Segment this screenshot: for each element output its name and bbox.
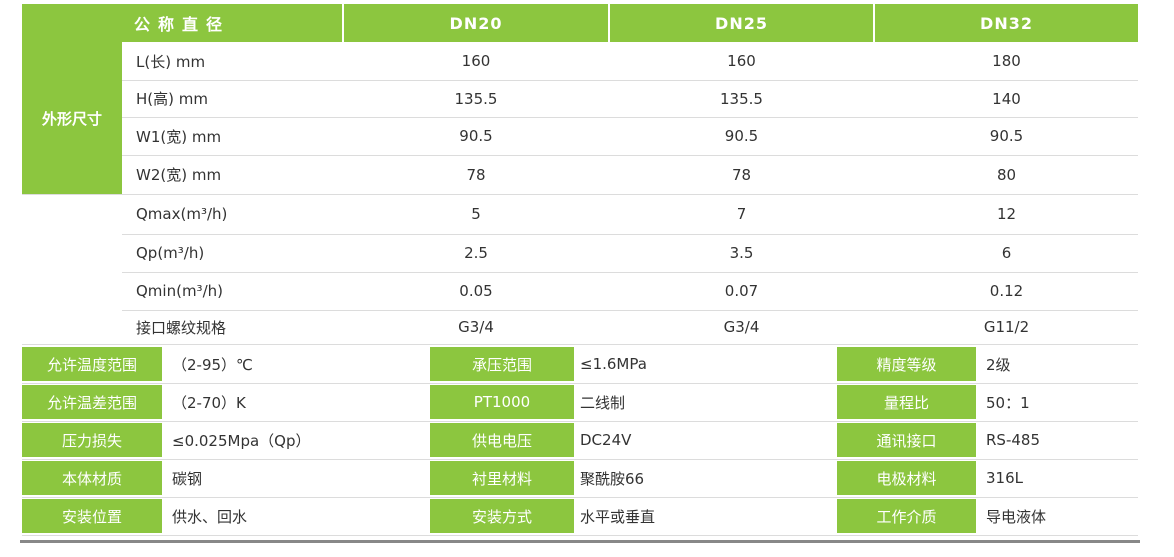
header-dn32: DN32 [875,4,1138,42]
spec-row-divider [22,459,1138,460]
row-value-dn32: 12 [996,205,1017,223]
row-label: Qmin(m³/h) [136,282,223,300]
row-value-dn20: 90.5 [459,127,493,145]
spec-value: （2-70）K [172,393,246,412]
spec-key: 衬里材料 [430,461,574,495]
spec-key: 本体材质 [22,461,162,495]
spec-key: 供电电压 [430,423,574,457]
spec-value: RS-485 [986,431,1040,449]
spec-key: 安装位置 [22,499,162,533]
spec-value: 二线制 [580,393,626,412]
spec-value: 供水、回水 [172,507,248,526]
header-dn25: DN25 [610,4,873,42]
row-value-dn32: 80 [996,165,1017,184]
row-divider [122,117,1138,118]
row-label: Qmax(m³/h) [136,205,228,223]
spec-row-divider [22,383,1138,384]
spec-key: 量程比 [837,385,976,419]
spec-value: 导电液体 [986,507,1047,526]
row-value-dn32: 0.12 [989,282,1024,300]
row-value-dn25: G3/4 [723,318,760,336]
row-value-dn25: 160 [727,52,756,70]
row-value-dn32: 6 [1001,244,1012,262]
spec-value: 水平或垂直 [580,507,656,526]
row-value-dn25: 7 [736,205,747,223]
row-value-dn20: G3/4 [458,318,494,336]
dimension-group-label: 外形尺寸 [22,42,122,194]
row-divider [122,272,1138,273]
spec-key: 压力损失 [22,423,162,457]
spec-row-divider [22,421,1138,422]
row-value-dn32: G11/2 [983,318,1030,336]
spec-value: 2级 [986,355,1011,374]
row-divider [122,310,1138,311]
spec-row-divider [22,497,1138,498]
row-label: 接口螺纹规格 [136,318,227,337]
row-value-dn20: 2.5 [464,244,488,262]
row-divider [122,155,1138,156]
header-nominal-diameter: 公称直径 [22,4,342,42]
spec-key: 通讯接口 [837,423,976,457]
spec-key: 工作介质 [837,499,976,533]
row-label: H(高) mm [136,90,208,108]
header-dn20: DN20 [344,4,608,42]
row-value-dn25: 0.07 [724,282,759,300]
row-value-dn20: 0.05 [459,282,493,300]
row-value-dn25: 135.5 [720,89,763,108]
spec-value: 50：1 [986,393,1030,412]
row-value-dn20: 135.5 [454,89,498,108]
row-value-dn20: 5 [471,205,481,223]
row-value-dn20: 78 [466,165,486,184]
row-divider [22,344,1138,345]
spec-value: 聚酰胺66 [580,469,645,488]
spec-value: 碳钢 [172,469,203,488]
row-divider [22,194,1138,195]
spec-key: 承压范围 [430,347,574,381]
row-value-dn32: 180 [992,52,1021,70]
row-value-dn25: 3.5 [729,244,754,262]
spec-key: PT1000 [430,385,574,419]
spec-key: 精度等级 [837,347,976,381]
spec-value: DC24V [580,431,632,449]
row-value-dn20: 160 [461,52,491,70]
row-label: W1(宽) mm [136,127,222,146]
row-divider [122,80,1138,81]
spec-value: ≤0.025Mpa（Qp） [172,431,311,450]
bottom-rule [20,540,1140,543]
spec-value: ≤1.6MPa [580,355,647,373]
row-label: W2(宽) mm [136,166,222,184]
spec-key: 允许温差范围 [22,385,162,419]
spec-key: 电极材料 [837,461,976,495]
row-value-dn32: 140 [992,89,1021,108]
spec-value: （2-95）℃ [172,355,253,374]
row-value-dn25: 78 [731,165,752,184]
row-value-dn25: 90.5 [724,127,759,145]
spec-row-divider [22,535,1138,536]
row-label: Qp(m³/h) [136,244,205,262]
spec-key: 安装方式 [430,499,574,533]
spec-value: 316L [986,469,1023,487]
row-divider [122,234,1138,235]
spec-key: 允许温度范围 [22,347,162,381]
row-value-dn32: 90.5 [989,127,1024,145]
row-label: L(长) mm [136,52,206,71]
